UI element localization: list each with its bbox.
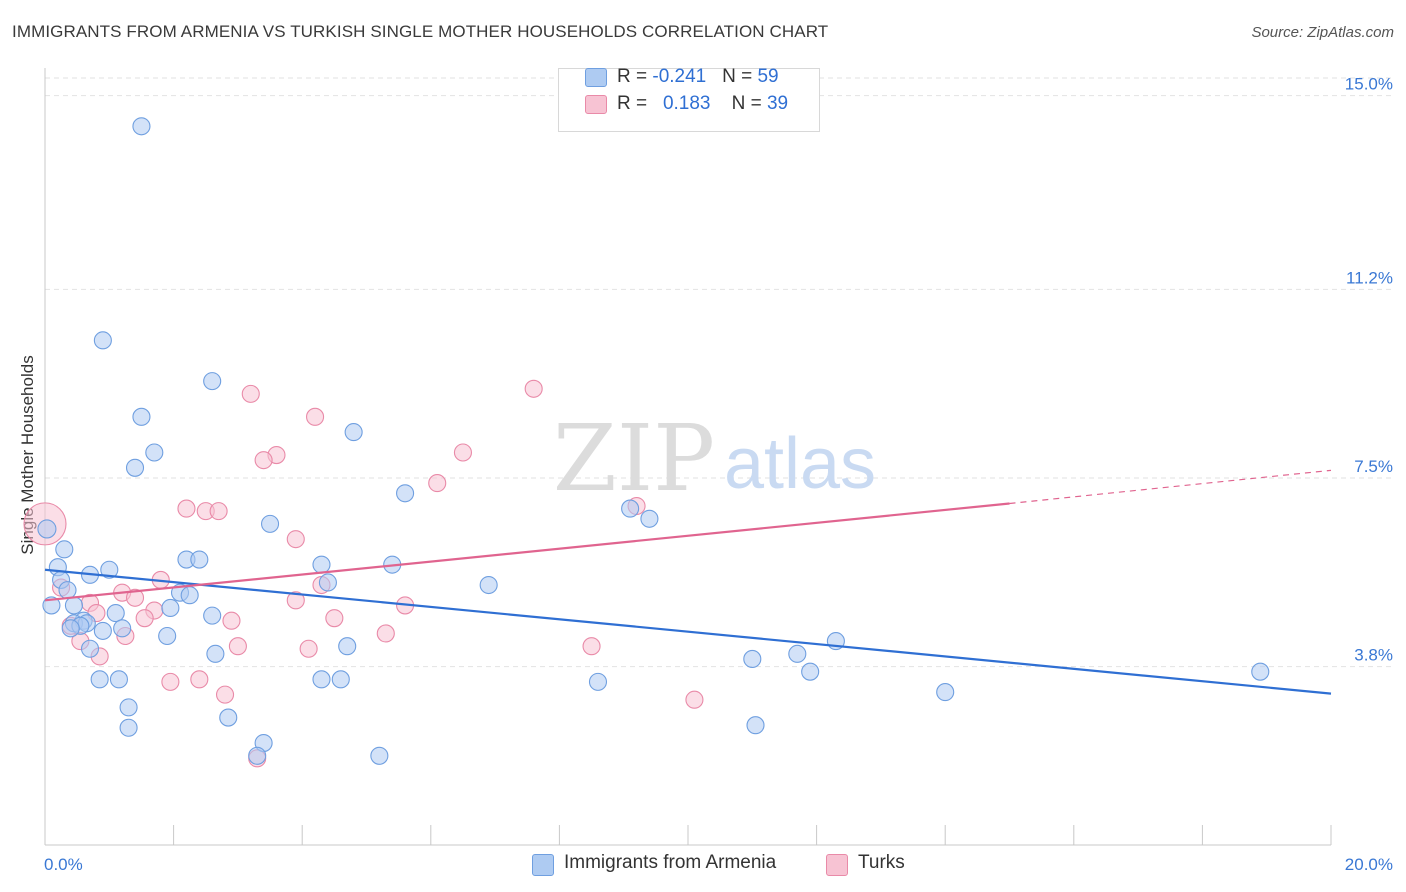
chart-title: IMMIGRANTS FROM ARMENIA VS TURKISH SINGL… [12, 22, 829, 41]
turks-point [215, 685, 235, 704]
turks-point [299, 639, 318, 658]
turks-point [524, 379, 543, 398]
turks-point [286, 591, 305, 610]
y-tick-label: 3.8% [1354, 646, 1393, 665]
armenia-points [37, 117, 1270, 765]
turks-point [135, 609, 154, 628]
turks-point [582, 637, 601, 656]
series-label-armenia: Immigrants from Armenia [564, 852, 777, 873]
series-swatch-armenia [532, 854, 554, 876]
armenia-point [479, 575, 498, 595]
watermark-zip: ZIP [553, 405, 715, 512]
armenia-point [161, 598, 180, 618]
armenia-point [125, 458, 145, 477]
tick-labels: 3.8% 7.5% 11.2% 15.0% 0.0% 20.0% [44, 75, 1393, 874]
armenia-point [248, 746, 267, 765]
armenia-point [37, 519, 57, 539]
armenia-point [801, 662, 820, 681]
armenia-trendline [44, 568, 1332, 695]
turks-trendline [44, 502, 1010, 602]
turks-point [376, 624, 395, 643]
armenia-point [203, 372, 222, 391]
turks-point [177, 499, 196, 518]
armenia-point [344, 423, 363, 442]
series-label-turks: Turks [858, 852, 905, 873]
turks-point [306, 407, 325, 426]
turks-point [254, 451, 273, 470]
turks-point [325, 609, 344, 628]
armenia-point [58, 581, 77, 600]
watermark: ZIP atlas [553, 405, 876, 512]
legend-swatch-armenia [585, 67, 607, 87]
armenia-point [190, 550, 209, 569]
legend-text-turks: R = 0.183 N = 39 [617, 93, 789, 114]
turks-point [453, 443, 473, 462]
turks-point [209, 502, 228, 521]
armenia-point [588, 672, 608, 691]
armenia-point [113, 619, 132, 638]
armenia-point [338, 637, 357, 656]
armenia-point [132, 117, 151, 136]
legend-text-armenia: R = -0.241 N = 59 [617, 66, 779, 87]
armenia-point [219, 708, 238, 727]
armenia-point [93, 331, 112, 350]
y-tick-label: 11.2% [1346, 268, 1393, 287]
source-label: Source: ZipAtlas.com [1251, 24, 1394, 41]
turks-point [286, 530, 305, 549]
armenia-point [55, 540, 74, 559]
trendlines [44, 469, 1332, 695]
armenia-point [331, 670, 350, 689]
armenia-point [119, 698, 138, 717]
armenia-point [145, 443, 164, 462]
armenia-point [788, 644, 807, 663]
series-swatch-turks [826, 854, 848, 876]
axes [44, 68, 1332, 846]
armenia-point [158, 626, 177, 646]
turks-point [685, 690, 704, 709]
turks-point [222, 611, 241, 630]
armenia-point [396, 484, 415, 503]
armenia-point [743, 649, 762, 668]
armenia-point [90, 670, 109, 689]
turks-point [125, 588, 145, 607]
armenia-point [64, 596, 83, 615]
armenia-point [936, 683, 955, 702]
x-tick-label: 20.0% [1345, 855, 1393, 874]
x-tick-label: 0.0% [44, 855, 83, 874]
armenia-point [312, 670, 331, 689]
legend-swatch-turks [585, 94, 607, 114]
armenia-point [746, 716, 765, 735]
turks-point [228, 637, 247, 656]
armenia-point [100, 560, 119, 579]
armenia-point [80, 639, 100, 658]
armenia-point [312, 555, 331, 574]
armenia-point [119, 718, 138, 737]
turks-trendline-extension [1009, 469, 1332, 505]
gridlines [45, 77, 1395, 668]
armenia-point [640, 509, 659, 528]
armenia-point [61, 619, 80, 638]
armenia-point [180, 586, 199, 605]
turks-point [241, 384, 260, 403]
armenia-point [1251, 662, 1270, 681]
watermark-atlas: atlas [724, 424, 876, 504]
armenia-point [93, 621, 112, 640]
armenia-point [318, 573, 337, 592]
turks-point [161, 672, 180, 691]
armenia-point [260, 514, 280, 533]
turks-point [428, 474, 447, 493]
y-tick-label: 7.5% [1354, 457, 1393, 476]
y-tick-label: 15.0% [1345, 75, 1393, 94]
armenia-point [370, 746, 389, 765]
armenia-point [206, 644, 225, 663]
armenia-point [621, 499, 640, 518]
armenia-point [106, 604, 125, 623]
armenia-point [109, 670, 128, 689]
correlation-legend: R = -0.241 N = 59 R = 0.183 N = 39 [558, 66, 820, 132]
armenia-point [132, 407, 151, 426]
turks-point [190, 670, 209, 689]
armenia-point [203, 606, 222, 625]
